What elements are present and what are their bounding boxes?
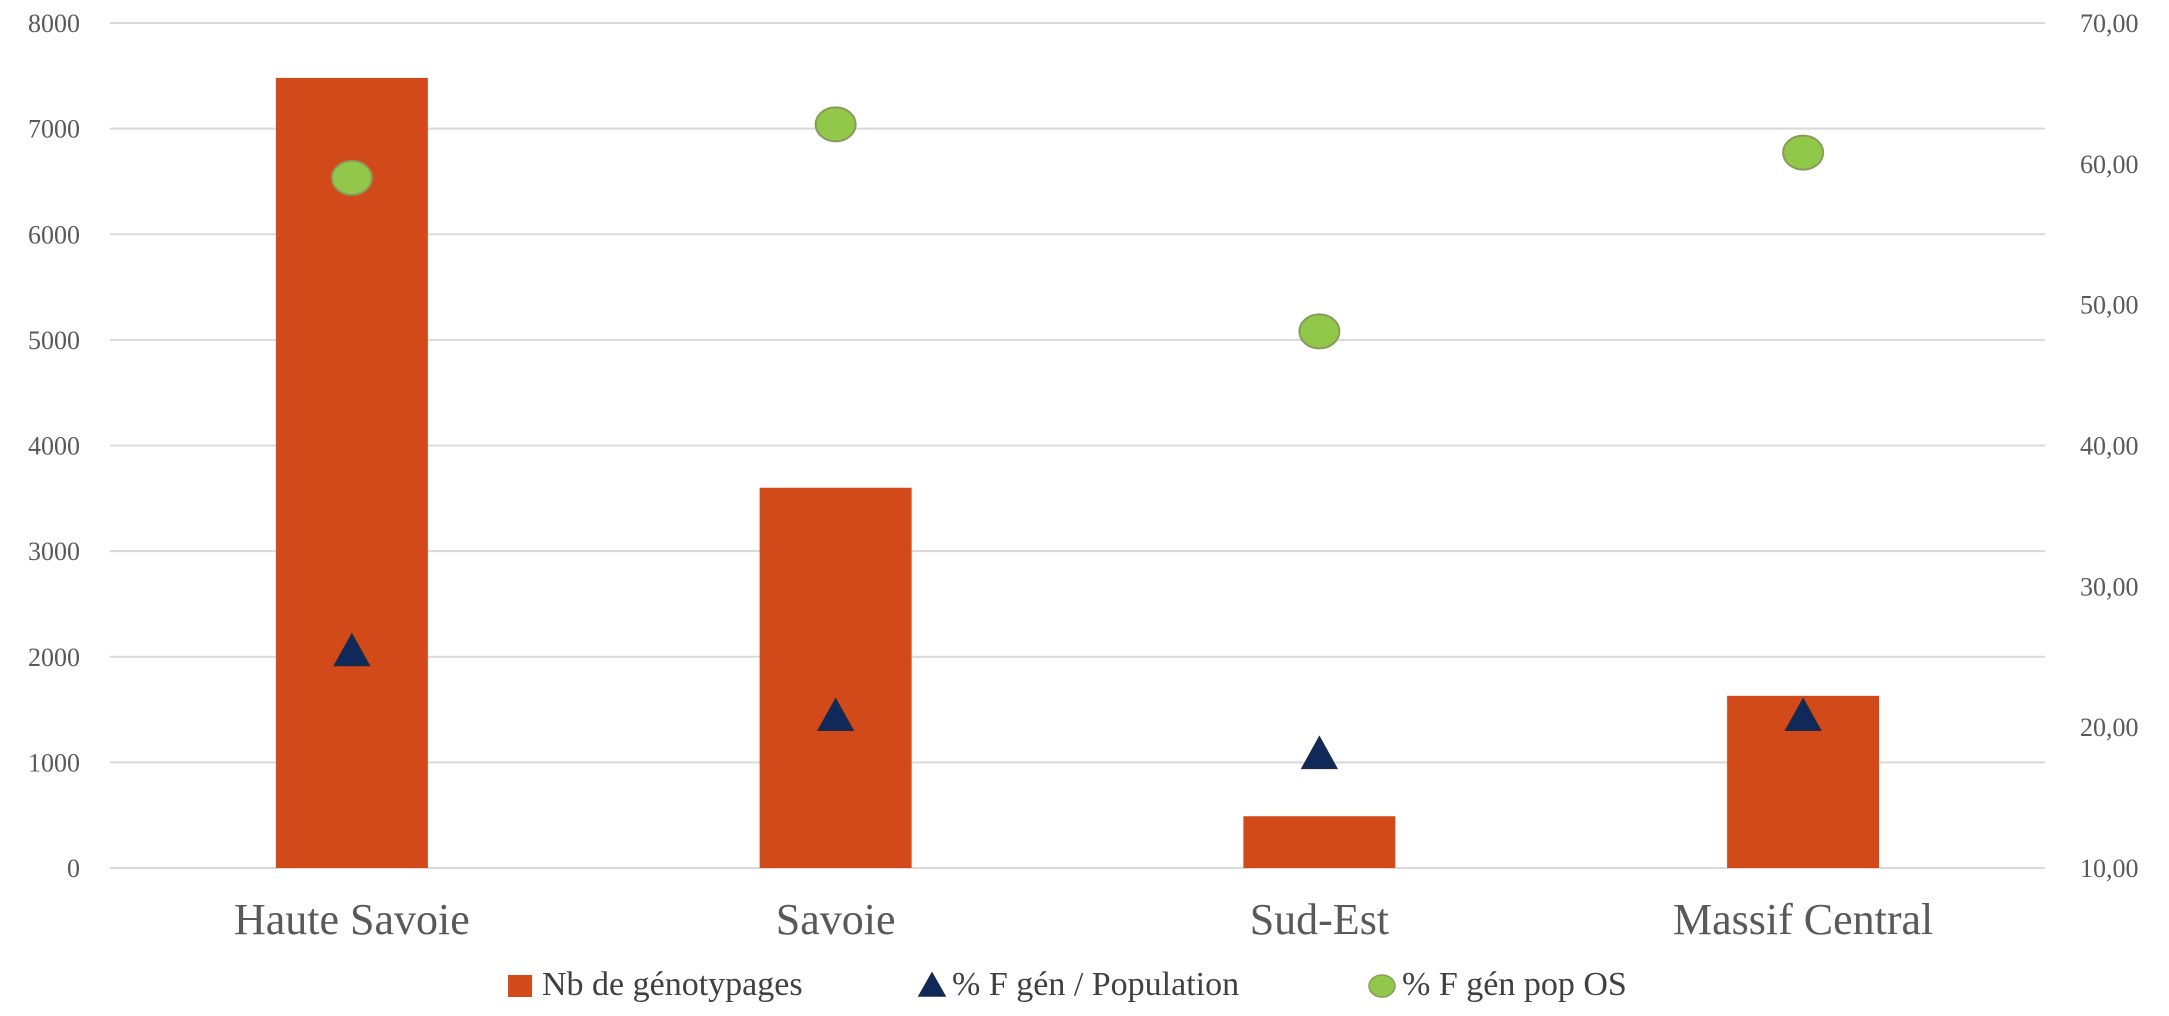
triangle-point — [816, 697, 855, 732]
bar-series — [275, 77, 1880, 869]
right-axis-tick-label: 40,00 — [2080, 432, 2139, 461]
gridlines — [110, 22, 2045, 869]
triangle-point — [1784, 697, 1822, 732]
left-axis-tick-label: 6000 — [28, 220, 80, 249]
circle-point — [330, 159, 373, 196]
left-axis-tick-label: 3000 — [28, 537, 80, 566]
legend-label: Nb de génotypages — [542, 966, 803, 1003]
left-axis-tick-label: 5000 — [28, 326, 80, 355]
right-axis-tick-label: 60,00 — [2080, 150, 2139, 179]
circle-point — [1298, 313, 1341, 350]
right-axis-tick-label: 50,00 — [2080, 291, 2139, 320]
legend-label: % F gén / Population — [952, 966, 1239, 1003]
legend: Nb de génotypages % F gén / Population % F… — [508, 966, 1627, 1003]
bar — [1243, 816, 1396, 868]
category-label: Haute Savoie — [234, 895, 470, 944]
left-axis-tick-label: 4000 — [28, 432, 80, 461]
legend-swatch-circle — [1368, 974, 1396, 998]
left-axis-tick-label: 1000 — [28, 748, 80, 777]
category-label: Savoie — [776, 895, 896, 944]
right-axis-tick-label: 10,00 — [2080, 854, 2139, 883]
circle-point — [1782, 134, 1825, 171]
legend-swatch-bar — [508, 975, 532, 997]
category-label: Massif Central — [1673, 895, 1933, 944]
bar — [275, 77, 428, 869]
left-axis-tick-label: 2000 — [28, 643, 80, 672]
bar — [759, 487, 912, 868]
marker-series — [330, 106, 1825, 770]
category-label: Sud-Est — [1250, 895, 1389, 944]
right-axis-tick-label: 70,00 — [2080, 9, 2139, 38]
triangle-point — [1300, 735, 1339, 770]
right-axis-tick-label: 30,00 — [2080, 572, 2139, 601]
legend-swatch-triangle — [917, 971, 947, 997]
left-axis-tick-label: 0 — [67, 854, 80, 883]
category-axis: Haute Savoie Savoie Sud-Est Massif Central — [234, 895, 1933, 944]
left-axis: 0 1000 2000 3000 4000 5000 6000 7000 8000 — [28, 9, 80, 883]
circle-point — [814, 106, 857, 143]
legend-label: % F gén pop OS — [1402, 966, 1627, 1003]
triangle-point — [333, 632, 371, 667]
right-axis: 10,00 20,00 30,00 40,00 50,00 60,00 70,00 — [2080, 9, 2139, 883]
left-axis-tick-label: 7000 — [28, 115, 80, 144]
left-axis-tick-label: 8000 — [28, 9, 80, 38]
right-axis-tick-label: 20,00 — [2080, 713, 2139, 742]
